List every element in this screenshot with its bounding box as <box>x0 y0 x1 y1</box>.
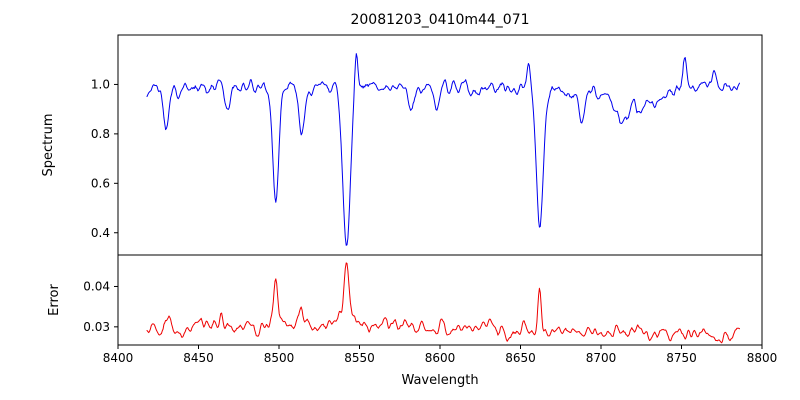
error-y-tick-label: 0.04 <box>83 279 110 293</box>
x-tick-label: 8700 <box>586 351 617 365</box>
spectrum-y-tick-label: 1.0 <box>91 77 110 91</box>
error-y-axis-label: Error <box>47 284 62 316</box>
chart-title: 20081203_0410m44_071 <box>350 12 529 28</box>
x-tick-label: 8800 <box>747 351 778 365</box>
x-tick-label: 8750 <box>666 351 697 365</box>
x-tick-label: 8500 <box>264 351 295 365</box>
error-panel-border <box>117 254 763 346</box>
error-line <box>146 262 740 344</box>
spectrum-y-tick-label: 0.4 <box>91 226 110 240</box>
spectrum-line <box>146 53 740 246</box>
x-axis-label: Wavelength <box>401 373 478 388</box>
axis-ticks: 0.4 0.6 0.8 1.0 0.03 0.04 8400 8450 8500 8550 8600… <box>83 77 777 365</box>
error-y-tick-label: 0.03 <box>83 320 110 334</box>
x-tick-label: 8400 <box>103 351 134 365</box>
x-tick-label: 8600 <box>425 351 456 365</box>
plot-lines <box>146 53 740 344</box>
spectrum-y-tick-label: 0.6 <box>91 176 110 190</box>
x-tick-label: 8550 <box>344 351 375 365</box>
spectrum-panel-border <box>117 34 763 256</box>
x-tick-label: 8650 <box>505 351 536 365</box>
spectrum-y-axis-label: Spectrum <box>41 114 56 177</box>
x-tick-label: 8450 <box>183 351 214 365</box>
spectrum-y-tick-label: 0.8 <box>91 127 110 141</box>
